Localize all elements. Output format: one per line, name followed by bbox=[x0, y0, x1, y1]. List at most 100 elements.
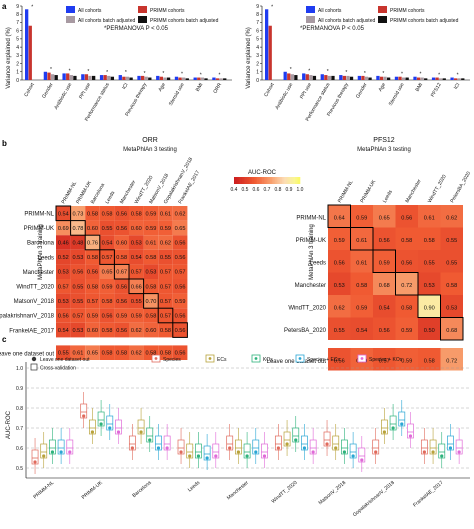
heatmap-cell-value: 0.62 bbox=[175, 211, 186, 217]
loo-dot bbox=[214, 454, 218, 458]
legend-swatch bbox=[306, 6, 315, 13]
heatmap-row-label: Leeds bbox=[38, 255, 54, 261]
heatmap-cell-value: 0.57 bbox=[102, 255, 113, 261]
x-category-label: Gender bbox=[41, 82, 55, 100]
heatmap-cell bbox=[85, 279, 100, 294]
colorbar-segment bbox=[271, 177, 274, 184]
bar bbox=[379, 76, 384, 80]
bar bbox=[457, 78, 461, 80]
bar bbox=[140, 75, 145, 80]
heatmap-cell bbox=[418, 272, 441, 295]
heatmap-cell-value: 0.55 bbox=[72, 299, 83, 305]
heatmap-cell-value: 0.48 bbox=[72, 241, 83, 247]
heatmap-cell-value: 0.61 bbox=[160, 211, 171, 217]
loo-cell-value: 0.72 bbox=[446, 358, 457, 364]
heatmap-cell bbox=[328, 295, 351, 318]
bar bbox=[413, 76, 417, 80]
loo-cell-value: 0.58 bbox=[160, 351, 171, 357]
diagonal-highlight bbox=[172, 322, 188, 338]
colorbar-segment bbox=[238, 177, 241, 184]
heatmap-cell bbox=[56, 322, 71, 338]
bar bbox=[73, 75, 77, 80]
colorbar-segment bbox=[260, 177, 263, 184]
box bbox=[283, 431, 291, 447]
heatmap-cell-value: 0.73 bbox=[72, 211, 83, 217]
diagonal-highlight bbox=[55, 205, 72, 222]
box bbox=[420, 439, 428, 455]
loo-dot bbox=[236, 450, 240, 454]
x-category-label: PPI use bbox=[299, 82, 313, 100]
heatmap-column-label: Leeds bbox=[382, 189, 394, 204]
loo-dot bbox=[276, 446, 280, 450]
y-tick-label: 7 bbox=[256, 20, 259, 26]
heatmap-cell bbox=[350, 317, 373, 340]
box bbox=[447, 435, 454, 451]
heatmap-cell bbox=[85, 206, 100, 221]
heatmap-cell bbox=[158, 206, 173, 221]
box bbox=[195, 443, 202, 459]
x-category-label: Barcelona bbox=[131, 480, 152, 499]
loo-dot bbox=[139, 430, 143, 434]
bar bbox=[339, 75, 343, 80]
loo-dot bbox=[42, 454, 46, 458]
loo-dot bbox=[391, 426, 395, 430]
bar bbox=[450, 77, 454, 80]
box bbox=[115, 419, 122, 435]
x-category-label: PFS12 bbox=[430, 82, 443, 98]
significance-star: * bbox=[200, 73, 202, 79]
loo-cell-value: 0.56 bbox=[175, 351, 186, 357]
heatmap-cell-value: 0.56 bbox=[116, 211, 127, 217]
heatmap-cell-value: 0.57 bbox=[131, 270, 142, 276]
heatmap-cell-value: 0.56 bbox=[116, 226, 127, 232]
heatmap-cell bbox=[158, 220, 173, 236]
heatmap-cell bbox=[440, 250, 463, 273]
heatmap-cell bbox=[56, 279, 71, 294]
panel-c-ylabel: AUC-ROC bbox=[6, 410, 12, 439]
heatmap-cell-value: 0.58 bbox=[87, 284, 98, 290]
loo-dot bbox=[382, 430, 386, 434]
heatmap-cell-value: 0.57 bbox=[160, 299, 171, 305]
box bbox=[372, 439, 380, 455]
loo-dot bbox=[50, 450, 55, 454]
bar bbox=[424, 78, 428, 80]
heatmap-cell-value: 0.59 bbox=[87, 314, 98, 320]
heatmap-cell-value: 0.58 bbox=[102, 299, 113, 305]
colorbar-segment bbox=[288, 177, 291, 184]
diagonal-highlight bbox=[440, 317, 464, 341]
bar bbox=[50, 74, 55, 80]
heatmap-row-label: Manchester bbox=[23, 270, 54, 276]
colorbar-segment bbox=[242, 177, 245, 184]
heatmap-cell bbox=[158, 249, 173, 265]
box bbox=[332, 435, 340, 451]
heatmap-cell-value: 0.69 bbox=[58, 226, 69, 232]
heatmap-cell bbox=[114, 249, 129, 265]
legend-dot bbox=[360, 357, 364, 360]
significance-star: * bbox=[50, 67, 52, 73]
heatmap-cell bbox=[114, 264, 129, 279]
heatmap-cell-value: 0.53 bbox=[334, 283, 345, 289]
significance-star: * bbox=[457, 73, 459, 79]
bar bbox=[81, 74, 85, 80]
loo-cell bbox=[440, 348, 463, 371]
bar bbox=[401, 77, 406, 80]
heatmap-cell-value: 0.57 bbox=[160, 314, 171, 320]
box bbox=[80, 403, 88, 419]
heatmap-cell bbox=[440, 317, 463, 340]
heatmap-cell bbox=[158, 293, 173, 309]
y-tick-label: 0.5 bbox=[16, 466, 23, 472]
bar bbox=[144, 76, 148, 80]
heatmap-cell bbox=[114, 206, 129, 221]
heatmap-cell bbox=[373, 272, 396, 295]
loo-dot bbox=[285, 442, 289, 446]
heatmap-cell bbox=[143, 308, 159, 323]
colorbar-segment bbox=[252, 177, 255, 184]
bar bbox=[107, 75, 111, 80]
heatmap-cell bbox=[70, 220, 86, 236]
colorbar-tick-label: 0.6 bbox=[253, 187, 260, 193]
heatmap-cell bbox=[129, 279, 144, 294]
heatmap-row-label: PRIMM-UK bbox=[24, 226, 54, 232]
bar bbox=[416, 77, 421, 80]
panel-c-letter: c bbox=[2, 335, 7, 344]
heatmap-cell-value: 0.54 bbox=[102, 241, 113, 247]
heatmap-cell-value: 0.55 bbox=[446, 260, 457, 266]
